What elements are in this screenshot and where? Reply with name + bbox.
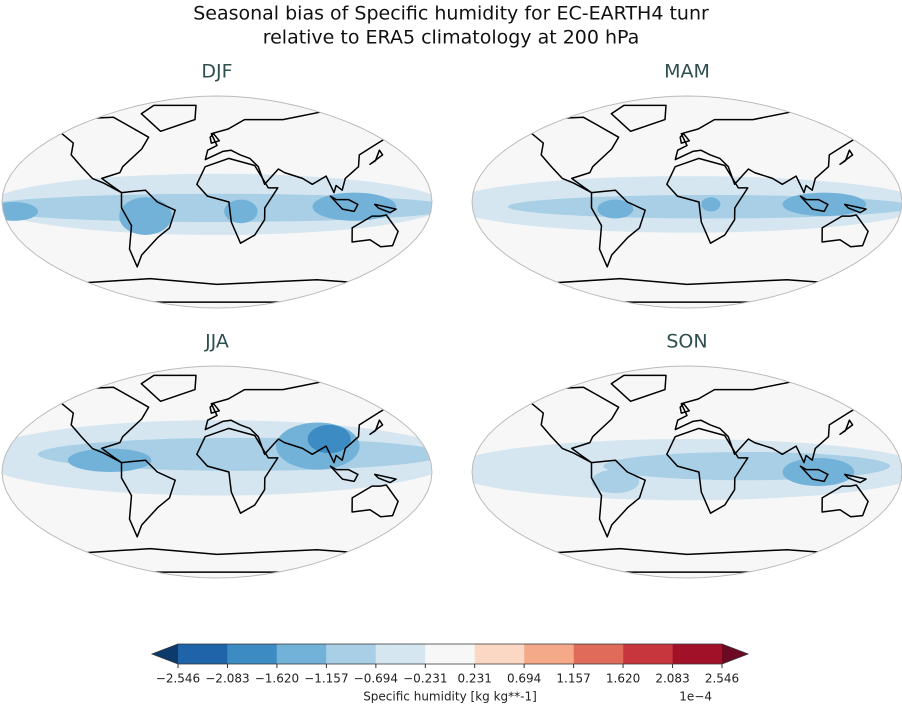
colorbar-tick-label: 2.083 [655,672,689,686]
map-border [471,365,902,579]
coastline [590,189,646,268]
map-panel: DJF [1,61,433,309]
coastline [373,473,397,484]
bias-contour [67,448,152,472]
colorbar-segment [227,644,277,664]
colorbar-segment [425,644,475,664]
colorbar-tick-label: −2.083 [205,672,249,686]
coastline [674,110,889,194]
coastline [674,380,889,464]
bias-contour [119,197,172,235]
title-line: Seasonal bias of Specific humidity for E… [193,3,709,25]
bias-contour [701,197,721,212]
colorbar-segment [375,644,426,664]
colorbar-tick-label: −2.546 [156,672,200,686]
bias-contour [782,192,867,217]
bias-contour [307,424,351,454]
coastline [351,214,399,248]
coastline [140,374,197,403]
coastline [821,214,869,248]
coastline [839,149,854,166]
coastline [679,132,691,144]
colorbar-segment [623,644,673,664]
colorbar-segment [326,644,376,664]
bias-contour [782,457,855,487]
colorbar-segment [178,644,228,664]
coastline [120,189,176,268]
panel-label: DJF [201,61,232,83]
colorbar-segment [474,644,525,664]
colorbar-tick-label: 2.546 [705,672,739,686]
coastline [369,149,384,166]
colorbar-tick-label: −1.620 [255,672,299,686]
coastline [610,374,667,403]
bias-contour [591,469,640,494]
coastline [30,386,150,464]
coastline [329,195,359,213]
coastline [204,110,419,194]
coastline [140,104,197,133]
coastline [799,465,829,483]
colorbar-tick-label: 0.231 [457,672,491,686]
map-panel: MAM [471,61,902,309]
coastline [666,157,749,244]
coastline [30,116,150,194]
panel-label: JJA [204,331,229,353]
maps: DJF MAM JJA SON [1,61,902,579]
colorbar-label: Specific humidity [kg kg**-1] [363,690,537,704]
colorbar-multiplier: 1e−4 [679,690,712,704]
coastline [590,459,646,538]
bias-contour [597,199,634,219]
coastline [679,402,691,414]
colorbar-extend [152,644,178,664]
field [2,374,432,573]
coastline [843,203,867,214]
colorbar-segment [276,644,327,664]
colorbar-segment [672,644,722,664]
colorbar: −2.546 −2.083 −1.620 −1.157 −0.694 −0.231 0.23… [150,643,750,704]
coastline [373,203,397,214]
colorbar-tick-label: −0.694 [354,672,398,686]
coastline [351,484,399,518]
coastline [196,427,279,514]
map-border [471,95,902,309]
coastline [799,195,829,213]
field [472,374,902,573]
bias-contour [224,199,258,224]
coastline [500,116,620,194]
coastline [821,484,869,518]
map-border [1,365,433,579]
map-panel: SON [471,331,902,579]
coastline [369,419,384,436]
colorbar-tick-label: 0.694 [507,672,541,686]
colorbar-segment [573,644,624,664]
coastline [843,473,867,484]
colorbar-tick-label: −1.157 [304,672,348,686]
coastline [839,419,854,436]
coastline [204,380,419,464]
colorbar-segment [524,644,574,664]
map-border [1,95,433,309]
panel-label: SON [666,331,707,353]
coastline [500,386,620,464]
map-panel: JJA [1,331,433,579]
coastline [196,157,279,244]
coastline [120,459,176,538]
panel-label: MAM [664,61,710,83]
colorbar-extend [722,644,748,664]
colorbar-tick-label: 1.157 [556,672,590,686]
colorbar-tick-label: −0.231 [403,672,447,686]
coastline [329,465,359,483]
coastline [610,104,667,133]
title-line: relative to ERA5 climatology at 200 hPa [263,27,640,49]
field [472,104,902,303]
coastline [209,132,221,144]
coastline [209,402,221,414]
colorbar-tick-label: 1.620 [606,672,640,686]
coastline [666,427,749,514]
